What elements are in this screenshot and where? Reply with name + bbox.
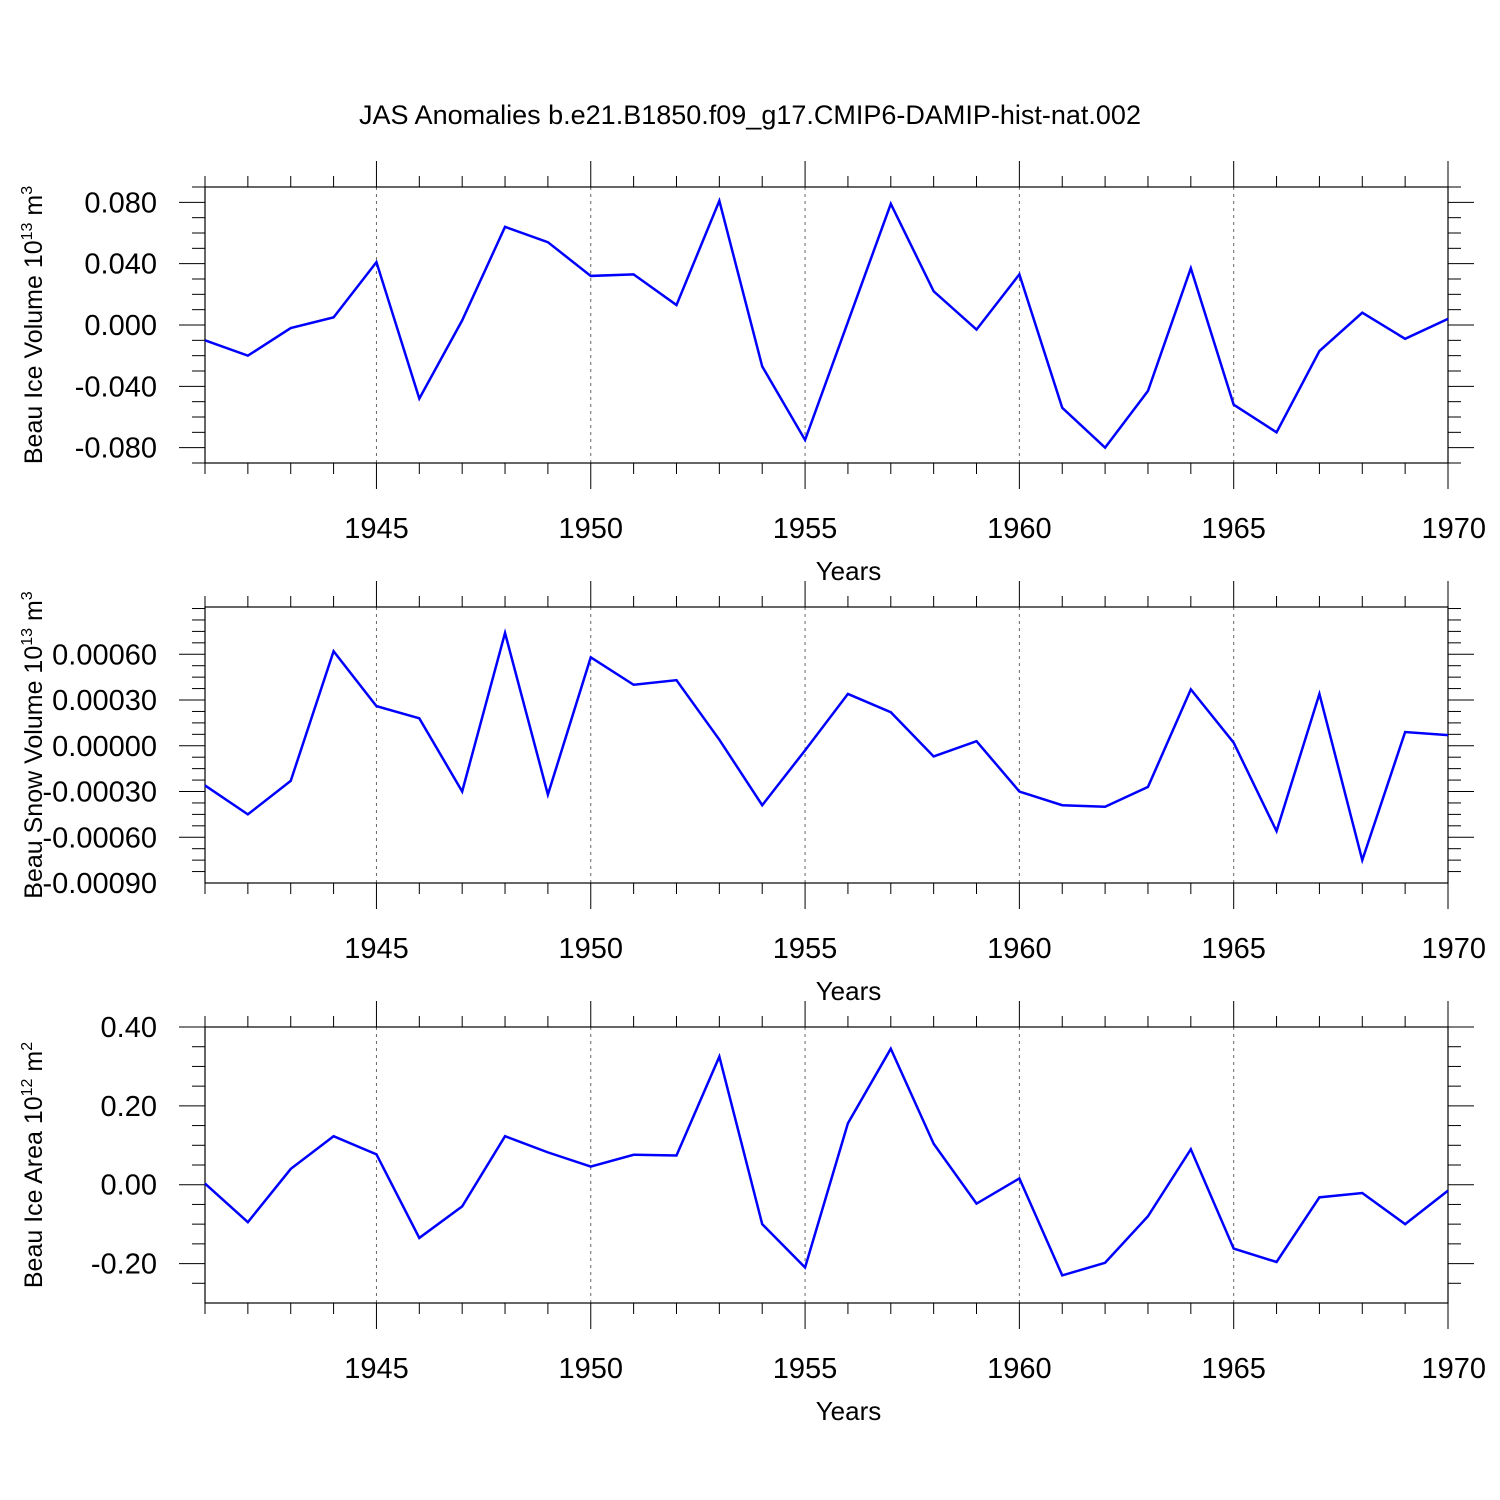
- x-tick-label: 1970: [1421, 513, 1486, 545]
- x-tick-label: 1955: [773, 1353, 838, 1385]
- x-tick-label: 1955: [773, 933, 838, 965]
- y-tick-label: -0.20: [91, 1249, 157, 1281]
- figure-title: JAS Anomalies b.e21.B1850.f09_g17.CMIP6-…: [359, 100, 1141, 130]
- plot-frame: [204, 606, 1449, 884]
- panel-snow-volume: -0.00090 -0.00060 -0.00030 0.00000 0.00030 0.…: [19, 581, 1486, 1006]
- y-tick-label: -0.00090: [43, 868, 158, 900]
- x-tick-label: 1970: [1421, 933, 1486, 965]
- panel-ice-volume: -0.080 -0.040 0.000 0.040 0.080 1945 1950 1955 1…: [19, 161, 1486, 586]
- panel-ice-area: -0.20 0.00 0.20 0.40 1945 1950 1955 1960 1965 197…: [19, 1001, 1486, 1426]
- x-tick-label: 1950: [559, 933, 624, 965]
- y-tick-label: -0.040: [75, 371, 157, 403]
- x-tick-label: 1955: [773, 513, 838, 545]
- plot-frame: [204, 1026, 1449, 1304]
- y-tick-label: 0.00000: [52, 731, 157, 763]
- x-tick-label: 1960: [987, 933, 1052, 965]
- y-axis-label: Beau Ice Area 1012 m2: [19, 1042, 48, 1288]
- x-tick-label: 1950: [559, 1353, 624, 1385]
- x-tick-label: 1965: [1201, 1353, 1266, 1385]
- y-tick-label: 0.00060: [52, 639, 157, 671]
- series-line: [204, 1045, 1449, 1277]
- series-line: [204, 628, 1449, 865]
- x-tick-label: 1965: [1201, 513, 1266, 545]
- y-tick-label: 0.080: [84, 187, 157, 219]
- plot-frame: [204, 186, 1449, 464]
- x-tick-label: 1945: [344, 933, 409, 965]
- y-tick-label: -0.00060: [43, 822, 158, 854]
- x-tick-label: 1960: [987, 513, 1052, 545]
- y-tick-label: -0.080: [75, 433, 157, 465]
- x-axis-label: Years: [816, 556, 882, 586]
- x-tick-label: 1960: [987, 1353, 1052, 1385]
- y-axis-label: Beau Snow Volume 1013 m3: [19, 591, 48, 899]
- x-axis-label: Years: [816, 976, 882, 1006]
- x-tick-label: 1965: [1201, 933, 1266, 965]
- y-axis-label: Beau Ice Volume 1013 m3: [19, 186, 48, 464]
- x-axis-label: Years: [816, 1396, 882, 1426]
- x-tick-label: 1945: [344, 1353, 409, 1385]
- y-tick-label: 0.40: [101, 1012, 157, 1044]
- x-tick-label: 1950: [559, 513, 624, 545]
- x-tick-label: 1945: [344, 513, 409, 545]
- y-tick-label: -0.00030: [43, 777, 158, 809]
- y-tick-label: 0.00030: [52, 685, 157, 717]
- y-tick-label: 0.000: [84, 310, 157, 342]
- y-tick-label: 0.20: [101, 1091, 157, 1123]
- x-tick-label: 1970: [1421, 1353, 1486, 1385]
- series-line: [204, 196, 1449, 450]
- y-tick-label: 0.00: [101, 1170, 157, 1202]
- y-tick-label: 0.040: [84, 249, 157, 281]
